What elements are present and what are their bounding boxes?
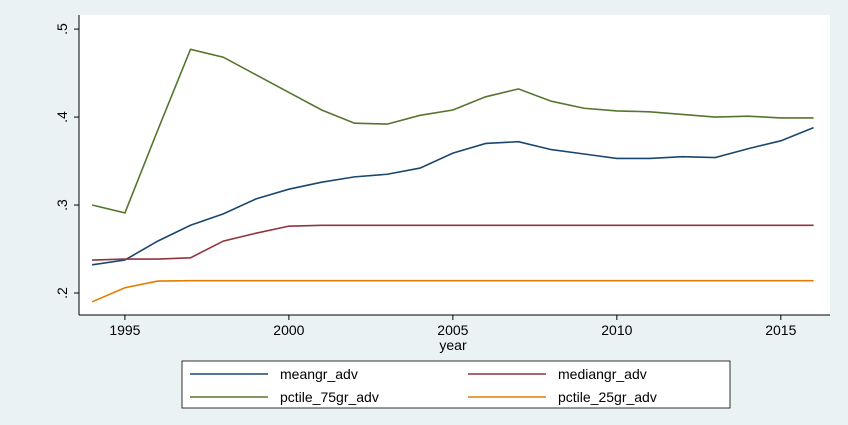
plot-area	[79, 15, 830, 315]
series-line	[92, 224, 814, 261]
x-tick-label: 2000	[273, 322, 304, 338]
x-tick-label: 2015	[765, 322, 796, 338]
series-line	[91, 48, 814, 214]
legend-label: pctile_25gr_adv	[558, 389, 657, 405]
y-tick-label: .2	[54, 287, 70, 299]
legend-label: mediangr_adv	[558, 366, 647, 382]
x-tick-label: 2005	[437, 322, 468, 338]
y-tick-label: .3	[54, 199, 70, 211]
legend-label: meangr_adv	[280, 366, 358, 382]
legend-label: pctile_75gr_adv	[280, 389, 379, 405]
legend-box	[181, 360, 731, 409]
y-tick-label: .5	[54, 23, 70, 35]
x-axis-label: year	[439, 337, 467, 353]
series-line	[91, 279, 814, 303]
series-line	[92, 126, 814, 266]
x-tick-label: 1995	[109, 322, 140, 338]
y-tick-label: .4	[54, 111, 70, 123]
x-tick-label: 2010	[601, 322, 632, 338]
